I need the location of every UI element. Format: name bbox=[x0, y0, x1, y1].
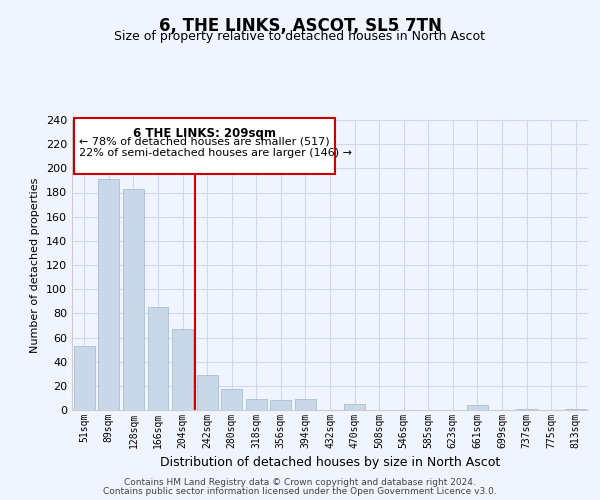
Bar bbox=[344, 404, 365, 410]
Text: Contains public sector information licensed under the Open Government Licence v3: Contains public sector information licen… bbox=[103, 487, 497, 496]
Bar bbox=[172, 329, 193, 410]
Bar bbox=[271, 400, 292, 410]
Bar bbox=[467, 405, 488, 410]
Text: 22% of semi-detached houses are larger (146) →: 22% of semi-detached houses are larger (… bbox=[79, 148, 352, 158]
Y-axis label: Number of detached properties: Number of detached properties bbox=[31, 178, 40, 352]
Text: Size of property relative to detached houses in North Ascot: Size of property relative to detached ho… bbox=[115, 30, 485, 43]
Bar bbox=[74, 346, 95, 410]
Bar bbox=[98, 179, 119, 410]
Bar bbox=[516, 409, 537, 410]
Text: 6, THE LINKS, ASCOT, SL5 7TN: 6, THE LINKS, ASCOT, SL5 7TN bbox=[158, 18, 442, 36]
FancyBboxPatch shape bbox=[74, 118, 335, 174]
Text: Contains HM Land Registry data © Crown copyright and database right 2024.: Contains HM Land Registry data © Crown c… bbox=[124, 478, 476, 487]
Bar bbox=[295, 399, 316, 410]
Bar bbox=[246, 399, 267, 410]
Bar bbox=[221, 390, 242, 410]
Bar bbox=[565, 409, 586, 410]
Bar bbox=[148, 308, 169, 410]
X-axis label: Distribution of detached houses by size in North Ascot: Distribution of detached houses by size … bbox=[160, 456, 500, 469]
Text: 6 THE LINKS: 209sqm: 6 THE LINKS: 209sqm bbox=[133, 127, 276, 140]
Bar bbox=[123, 189, 144, 410]
Text: ← 78% of detached houses are smaller (517): ← 78% of detached houses are smaller (51… bbox=[79, 137, 330, 147]
Bar bbox=[197, 375, 218, 410]
